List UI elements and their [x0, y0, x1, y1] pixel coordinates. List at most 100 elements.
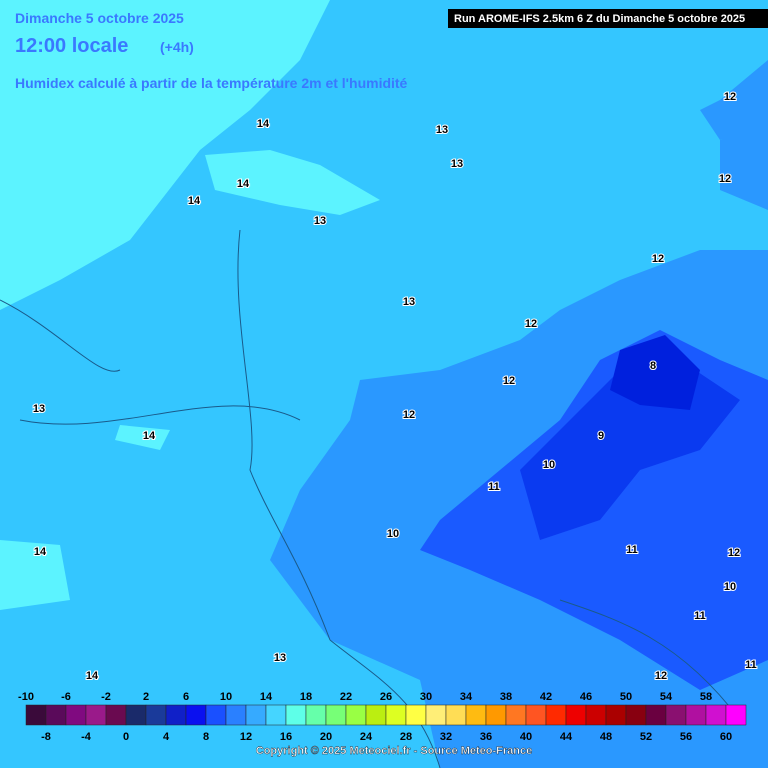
scale-label: 58	[700, 691, 712, 703]
scale-swatch	[145, 704, 167, 726]
contour-label: 8	[650, 360, 656, 372]
contour-label: 13	[314, 215, 326, 227]
scale-swatch	[25, 704, 47, 726]
date: Dimanche 5 octobre 2025	[15, 10, 184, 26]
scale-swatch	[245, 704, 267, 726]
contour-label: 11	[488, 481, 500, 493]
copyright: Copyright © 2025 Meteociel.fr - Source M…	[256, 745, 532, 757]
contour-label: 10	[543, 459, 555, 471]
contour-label: 11	[626, 544, 638, 556]
scale-swatch	[165, 704, 187, 726]
contour-label: 13	[436, 124, 448, 136]
scale-label: 0	[123, 731, 129, 743]
contour-label: 14	[86, 670, 99, 682]
contour-label: 12	[728, 547, 740, 559]
scale-label: -8	[41, 731, 51, 743]
scale-label: 20	[320, 731, 332, 743]
contour-label: 14	[34, 546, 47, 558]
scale-label: 4	[163, 731, 170, 743]
scale-label: 30	[420, 691, 432, 703]
zone-9	[610, 335, 700, 410]
scale-swatch	[505, 704, 527, 726]
contour-label: 10	[724, 581, 736, 593]
contour-label: 14	[257, 118, 270, 130]
scale-swatch	[485, 704, 507, 726]
border-line	[0, 229, 741, 769]
scale-swatch	[285, 704, 307, 726]
scale-swatch	[645, 704, 667, 726]
scale-swatch	[565, 704, 587, 726]
scale-label: 8	[203, 731, 209, 743]
run-info: Run AROME-IFS 2.5km 6 Z du Dimanche 5 oc…	[454, 13, 745, 25]
scale-label: -6	[61, 691, 71, 703]
scale-swatch	[585, 704, 607, 726]
contour-label: 12	[503, 375, 515, 387]
scale-label: 24	[360, 731, 373, 743]
scale-swatch	[325, 704, 347, 726]
contour-label: 13	[33, 403, 45, 415]
scale-swatch	[45, 704, 67, 726]
contour-label: 12	[403, 409, 415, 421]
scale-swatch	[685, 704, 707, 726]
scale-swatch	[385, 704, 407, 726]
scale-label: 12	[240, 731, 252, 743]
scale-swatch	[445, 704, 467, 726]
contour-label: 13	[451, 158, 463, 170]
scale-swatch	[365, 704, 387, 726]
contour-label: 12	[655, 670, 667, 682]
scale-label: 36	[480, 731, 492, 743]
scale-label: 54	[660, 691, 673, 703]
contour-label: 9	[598, 430, 604, 442]
contour-label: 14	[143, 430, 156, 442]
run-box	[448, 9, 768, 28]
scale-swatch	[545, 704, 567, 726]
contour-label: 12	[525, 318, 537, 330]
scale-swatch	[265, 704, 287, 726]
scale-label: 56	[680, 731, 692, 743]
subtitle: Humidex calculé à partir de la températu…	[15, 75, 408, 91]
scale-swatch	[345, 704, 367, 726]
scale-label: 52	[640, 731, 652, 743]
scale-label: 38	[500, 691, 512, 703]
scale-label: 18	[300, 691, 312, 703]
scale-swatch	[465, 704, 487, 726]
scale-label: 6	[183, 691, 189, 703]
scale-label: 28	[400, 731, 412, 743]
scale-swatch	[405, 704, 427, 726]
scale-label: 10	[220, 691, 232, 703]
scale-swatch	[205, 704, 227, 726]
scale-swatch	[525, 704, 547, 726]
scale-swatch	[425, 704, 447, 726]
scale-label: -10	[18, 691, 34, 703]
scale-label: 46	[580, 691, 592, 703]
scale-swatch	[105, 704, 127, 726]
scale-label: 60	[720, 731, 732, 743]
contour-label: 14	[237, 178, 250, 190]
scale-label: 32	[440, 731, 452, 743]
scale-swatch	[225, 704, 247, 726]
scale-label: 14	[260, 691, 273, 703]
contour-label: 11	[694, 610, 706, 622]
scale-label: 34	[460, 691, 473, 703]
contour-label: 12	[719, 173, 731, 185]
scale-swatch	[665, 704, 687, 726]
contour-label: 14	[188, 195, 201, 207]
scale-swatch	[625, 704, 647, 726]
contour-label: 13	[274, 652, 286, 664]
scale-swatch	[85, 704, 107, 726]
scale-swatch	[185, 704, 207, 726]
scale-swatch	[125, 704, 147, 726]
scale-label: 42	[540, 691, 552, 703]
scale-label: -2	[101, 691, 111, 703]
scale-swatch	[65, 704, 87, 726]
contour-label: 11	[745, 659, 757, 671]
scale-swatch	[705, 704, 727, 726]
scale-label: 44	[560, 731, 573, 743]
contour-label: 10	[387, 528, 399, 540]
scale-label: 40	[520, 731, 532, 743]
contour-label: 12	[652, 253, 664, 265]
scale-label: 2	[143, 691, 149, 703]
scale-label: 16	[280, 731, 292, 743]
offset: (+4h)	[160, 39, 194, 55]
